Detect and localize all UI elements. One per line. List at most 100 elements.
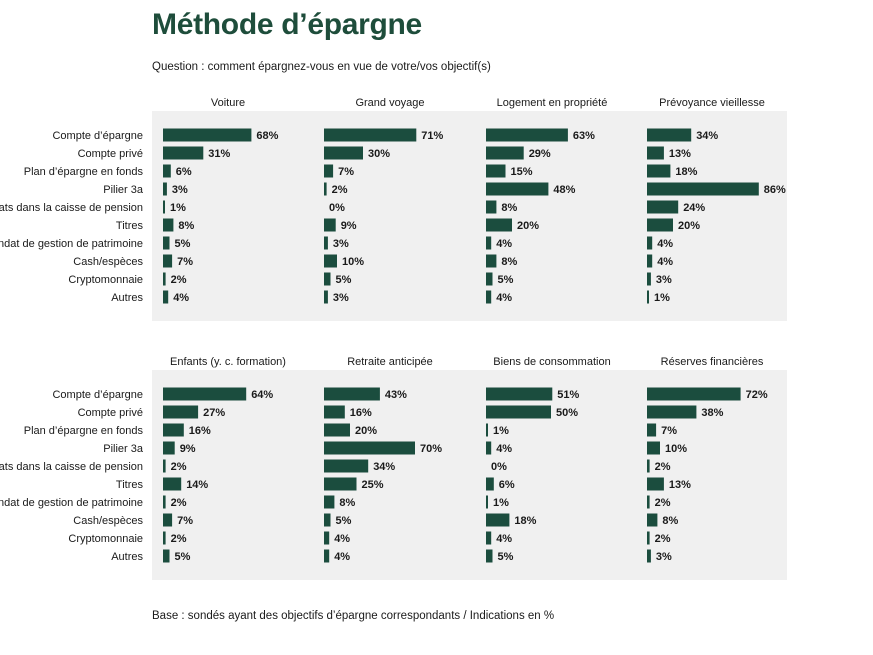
data-label: 6% — [499, 479, 515, 491]
data-label: 13% — [669, 148, 691, 160]
data-label: 9% — [180, 443, 196, 455]
data-label: 2% — [655, 497, 671, 509]
data-label: 7% — [661, 425, 677, 437]
category-label: Plan d’épargne en fonds — [24, 166, 144, 178]
category-label: Compte privé — [78, 407, 143, 419]
bar — [163, 477, 182, 491]
bar — [486, 441, 492, 455]
data-label: 48% — [553, 184, 575, 196]
data-label: 3% — [333, 238, 349, 250]
series-title: Grand voyage — [355, 97, 424, 109]
bar — [486, 272, 493, 286]
series-title: Biens de consommation — [493, 356, 610, 368]
data-label: 20% — [517, 220, 539, 232]
data-label: 34% — [373, 461, 395, 473]
data-label: 16% — [189, 425, 211, 437]
bar — [163, 164, 171, 178]
data-label: 4% — [496, 533, 512, 545]
data-label: 3% — [172, 184, 188, 196]
category-label: Cash/espèces — [73, 515, 143, 527]
bar — [163, 531, 166, 545]
bar — [163, 513, 173, 527]
category-label: Titres — [116, 220, 144, 232]
bar — [647, 182, 759, 196]
bar — [647, 218, 673, 232]
data-label: 0% — [491, 461, 507, 473]
data-label: 4% — [496, 443, 512, 455]
bar — [163, 405, 199, 419]
bar — [647, 254, 653, 268]
data-label: 29% — [529, 148, 551, 160]
bar — [647, 459, 650, 473]
category-label: Mandat de gestion de patrimoine — [0, 497, 143, 509]
data-label: 2% — [171, 274, 187, 286]
category-label: Compte d’épargne — [52, 389, 143, 401]
data-label: 3% — [656, 274, 672, 286]
data-label: 5% — [498, 551, 514, 563]
bar — [324, 146, 363, 160]
data-label: 51% — [557, 389, 579, 401]
category-label: Cryptomonnaie — [68, 533, 143, 545]
data-label: 4% — [173, 292, 189, 304]
category-label: Autres — [111, 292, 143, 304]
data-label: 7% — [338, 166, 354, 178]
bar — [324, 423, 350, 437]
bar — [486, 236, 492, 250]
bar — [486, 200, 497, 214]
bar — [647, 441, 660, 455]
data-label: 16% — [350, 407, 372, 419]
bar — [486, 405, 551, 419]
data-label: 1% — [493, 425, 509, 437]
bar — [163, 254, 173, 268]
bar — [647, 200, 679, 214]
chart-subtitle: Question : comment épargnez-vous en vue … — [152, 61, 491, 73]
data-label: 3% — [656, 551, 672, 563]
data-label: 4% — [657, 238, 673, 250]
category-label: Mandat de gestion de patrimoine — [0, 238, 143, 250]
data-label: 64% — [251, 389, 273, 401]
bar — [163, 182, 167, 196]
category-label: Cash/espèces — [73, 256, 143, 268]
bar — [324, 549, 330, 563]
data-label: 5% — [336, 515, 352, 527]
bar — [163, 387, 247, 401]
bar — [163, 200, 165, 214]
bar — [324, 164, 334, 178]
data-label: 72% — [746, 389, 768, 401]
data-label: 4% — [334, 551, 350, 563]
bar — [324, 441, 415, 455]
bar — [163, 549, 170, 563]
bar — [486, 513, 510, 527]
data-label: 4% — [496, 292, 512, 304]
data-label: 5% — [498, 274, 514, 286]
bar — [486, 477, 494, 491]
bar — [486, 549, 493, 563]
data-label: 8% — [501, 256, 517, 268]
bar — [647, 405, 697, 419]
bar — [163, 218, 174, 232]
bar — [486, 182, 549, 196]
data-label: 2% — [171, 461, 187, 473]
data-label: 5% — [175, 238, 191, 250]
bar — [163, 236, 170, 250]
category-label: Compte privé — [78, 148, 143, 160]
category-label: Titres — [116, 479, 144, 491]
chart-panel-background — [152, 370, 787, 580]
data-label: 8% — [178, 220, 194, 232]
bar — [647, 272, 651, 286]
data-label: 43% — [385, 389, 407, 401]
data-label: 2% — [332, 184, 348, 196]
bar — [486, 495, 488, 509]
series-title: Réserves financières — [661, 356, 764, 368]
data-label: 8% — [662, 515, 678, 527]
data-label: 38% — [701, 407, 723, 419]
data-label: 4% — [657, 256, 673, 268]
category-label: Pilier 3a — [103, 443, 144, 455]
bar — [163, 290, 169, 304]
bar — [324, 290, 328, 304]
bar — [324, 477, 357, 491]
data-label: 20% — [678, 220, 700, 232]
bar — [163, 495, 166, 509]
data-label: 5% — [175, 551, 191, 563]
